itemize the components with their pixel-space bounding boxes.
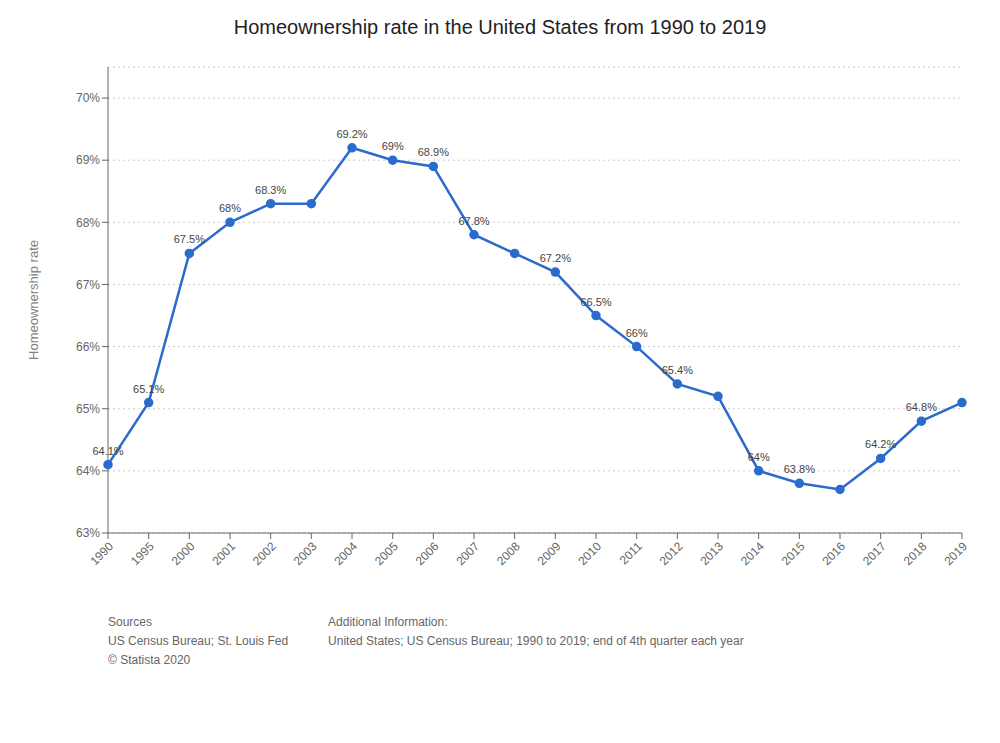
svg-text:2018: 2018 xyxy=(901,539,930,568)
svg-text:69%: 69% xyxy=(382,140,404,152)
svg-text:65.1%: 65.1% xyxy=(133,383,164,395)
svg-text:1990: 1990 xyxy=(87,539,116,568)
svg-text:2008: 2008 xyxy=(494,539,523,568)
svg-text:2007: 2007 xyxy=(453,539,482,568)
svg-text:65%: 65% xyxy=(76,402,100,416)
svg-text:2001: 2001 xyxy=(209,539,238,568)
svg-text:2011: 2011 xyxy=(617,539,645,567)
svg-text:68.9%: 68.9% xyxy=(418,146,449,158)
svg-text:68%: 68% xyxy=(76,216,100,230)
svg-text:63%: 63% xyxy=(76,526,100,540)
svg-text:1995: 1995 xyxy=(128,539,157,568)
svg-text:2016: 2016 xyxy=(819,539,848,568)
svg-text:2010: 2010 xyxy=(575,539,604,568)
svg-text:68%: 68% xyxy=(219,202,241,214)
svg-text:2005: 2005 xyxy=(372,539,401,568)
svg-text:65.4%: 65.4% xyxy=(662,364,693,376)
html-text:Homeownership rate in the Unit: Homeownership rate in the United States … xyxy=(233,16,767,38)
html-text:Additional Information: United: Additional Information: United States; U… xyxy=(328,615,744,649)
svg-text:69%: 69% xyxy=(76,153,100,167)
svg-text:2000: 2000 xyxy=(169,539,198,568)
svg-text:69.2%: 69.2% xyxy=(336,128,367,140)
svg-text:67.8%: 67.8% xyxy=(458,215,489,227)
svg-text:68.3%: 68.3% xyxy=(255,184,286,196)
svg-text:64.8%: 64.8% xyxy=(906,401,937,413)
svg-text:64.2%: 64.2% xyxy=(865,438,896,450)
svg-text:2004: 2004 xyxy=(331,539,360,568)
svg-text:2009: 2009 xyxy=(535,539,564,568)
svg-text:2019: 2019 xyxy=(941,539,970,568)
svg-text:63.8%: 63.8% xyxy=(784,463,815,475)
svg-text:66%: 66% xyxy=(626,327,648,339)
svg-text:64%: 64% xyxy=(748,451,770,463)
svg-text:2015: 2015 xyxy=(779,539,808,568)
svg-text:66%: 66% xyxy=(76,340,100,354)
svg-text:66.5%: 66.5% xyxy=(580,296,611,308)
svg-text:67%: 67% xyxy=(76,278,100,292)
svg-text:64%: 64% xyxy=(76,464,100,478)
svg-text:70%: 70% xyxy=(76,91,100,105)
svg-text:2006: 2006 xyxy=(413,539,442,568)
svg-text:67.5%: 67.5% xyxy=(174,233,205,245)
svg-text:2003: 2003 xyxy=(291,539,320,568)
svg-text:2017: 2017 xyxy=(860,539,889,568)
svg-text:2012: 2012 xyxy=(657,539,686,568)
svg-text:Homeownership rate: Homeownership rate xyxy=(26,240,41,360)
svg-text:2002: 2002 xyxy=(250,539,279,568)
svg-text:2014: 2014 xyxy=(738,539,767,568)
svg-text:2013: 2013 xyxy=(697,539,726,568)
svg-text:67.2%: 67.2% xyxy=(540,252,571,264)
svg-text:64.1%: 64.1% xyxy=(92,445,123,457)
html-text:Sources US Census Bureau; St.: Sources US Census Bureau; St. Louis Fed … xyxy=(108,615,289,668)
